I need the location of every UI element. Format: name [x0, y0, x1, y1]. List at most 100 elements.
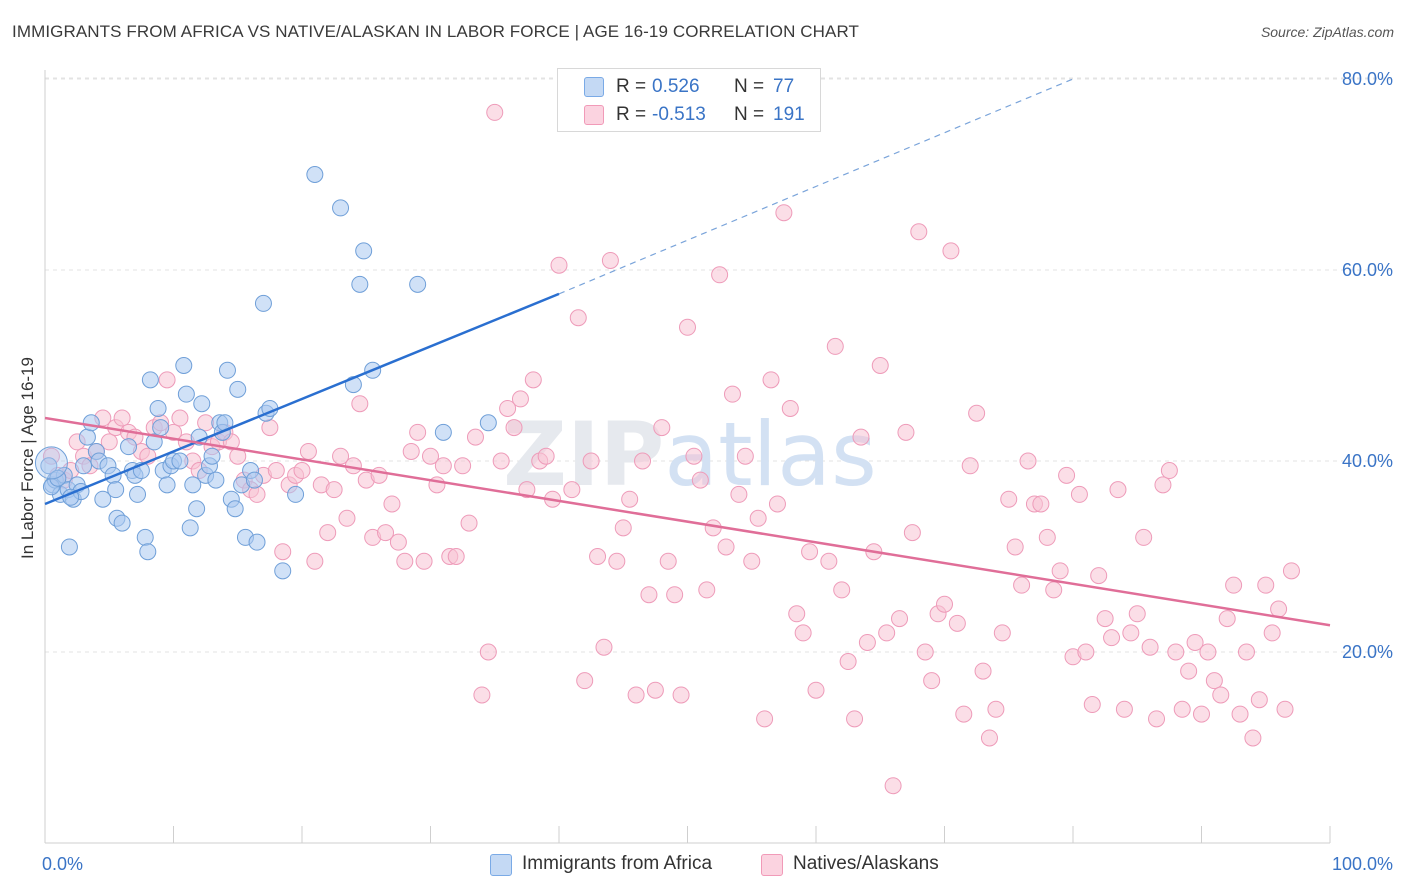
legend-swatch-pink — [584, 105, 604, 125]
natives-point — [274, 543, 292, 561]
natives-point — [910, 223, 928, 241]
correlation-legend: R = 0.526 N = 77 R = -0.513 N = 191 — [557, 68, 821, 132]
africa-point — [171, 452, 189, 470]
africa-point — [248, 533, 266, 551]
natives-point — [473, 686, 491, 704]
africa-point — [40, 457, 58, 475]
natives-point — [158, 371, 176, 389]
natives-point — [1045, 581, 1063, 599]
africa-point — [145, 433, 163, 451]
africa-point — [175, 357, 193, 374]
africa-point — [120, 438, 138, 456]
natives-point — [608, 552, 626, 570]
natives-point — [768, 495, 786, 513]
africa-point — [82, 414, 100, 432]
natives-point — [936, 595, 953, 613]
natives-point — [454, 457, 472, 475]
natives-point — [370, 466, 388, 484]
africa-point — [287, 485, 305, 503]
natives-point — [389, 533, 407, 551]
natives-point — [685, 447, 703, 465]
natives-point — [1237, 643, 1255, 661]
legend-n-label: N = — [734, 104, 765, 125]
natives-point — [460, 514, 478, 532]
natives-point — [1006, 538, 1024, 556]
natives-point — [993, 624, 1011, 642]
africa-point — [218, 361, 236, 379]
natives-point — [730, 485, 748, 503]
natives-point — [736, 447, 754, 465]
natives-point — [505, 419, 523, 437]
y-tick-label: 80.0% — [1342, 69, 1393, 89]
natives-point — [762, 371, 780, 389]
africa-point — [141, 371, 159, 389]
natives-point — [563, 481, 581, 499]
africa-point — [139, 543, 157, 561]
natives-point — [511, 390, 529, 408]
africa-point — [49, 469, 67, 487]
natives-point — [569, 309, 587, 327]
natives-point — [1051, 562, 1069, 580]
x-tick-label-min: 0.0% — [42, 854, 83, 874]
natives-point — [987, 700, 1005, 718]
natives-point — [332, 447, 350, 465]
legend-swatch-blue — [584, 77, 604, 97]
natives-alaskans-points — [42, 103, 1300, 795]
natives-point — [1128, 605, 1146, 623]
natives-point — [743, 552, 761, 570]
x-tick-labels: 0.0% 100.0% — [42, 854, 1393, 874]
natives-point — [1282, 562, 1300, 580]
natives-point — [1167, 643, 1185, 661]
natives-point — [486, 103, 504, 121]
africa-point — [129, 485, 147, 503]
natives-point — [878, 624, 896, 642]
africa-point — [181, 519, 199, 537]
africa-point — [306, 166, 324, 183]
natives-point — [518, 481, 536, 499]
natives-point — [846, 710, 864, 728]
natives-point — [903, 524, 921, 542]
africa-point-large — [34, 446, 68, 480]
natives-point — [679, 318, 696, 336]
natives-point — [409, 423, 427, 441]
natives-point — [267, 462, 285, 480]
africa-point — [158, 476, 176, 494]
natives-point — [479, 643, 497, 661]
legend-row-natives: R = -0.513 N = 191 — [558, 101, 820, 129]
natives-point — [711, 266, 729, 284]
africa-point — [60, 538, 78, 556]
natives-point — [1212, 686, 1230, 704]
natives-point — [1115, 700, 1133, 718]
natives-point — [1205, 672, 1223, 690]
grid-lines — [45, 77, 1392, 653]
natives-point — [197, 414, 215, 432]
natives-point — [659, 552, 677, 570]
africa-point — [254, 294, 272, 312]
natives-point — [306, 552, 324, 570]
natives-point — [589, 548, 607, 565]
natives-point — [1038, 528, 1056, 546]
natives-point — [299, 442, 317, 460]
africa-point — [355, 242, 373, 260]
natives-point — [756, 710, 774, 728]
natives-point — [634, 452, 652, 470]
natives-point — [1193, 705, 1210, 723]
natives-point — [1231, 705, 1249, 723]
natives-point — [788, 605, 806, 623]
x-tick-label-max: 100.0% — [1332, 854, 1393, 874]
natives-point — [1019, 452, 1037, 470]
natives-point — [627, 686, 645, 704]
natives-point — [492, 452, 510, 470]
africa-point — [107, 481, 125, 499]
natives-point — [1180, 662, 1198, 680]
natives-point — [923, 672, 941, 690]
africa-point — [113, 514, 131, 532]
natives-point — [415, 552, 433, 570]
natives-point — [1070, 485, 1088, 503]
natives-point — [1225, 576, 1243, 594]
natives-point — [653, 419, 671, 437]
africa-point — [75, 457, 93, 475]
natives-point — [1270, 600, 1288, 618]
natives-point — [980, 729, 998, 747]
natives-point — [113, 409, 131, 427]
